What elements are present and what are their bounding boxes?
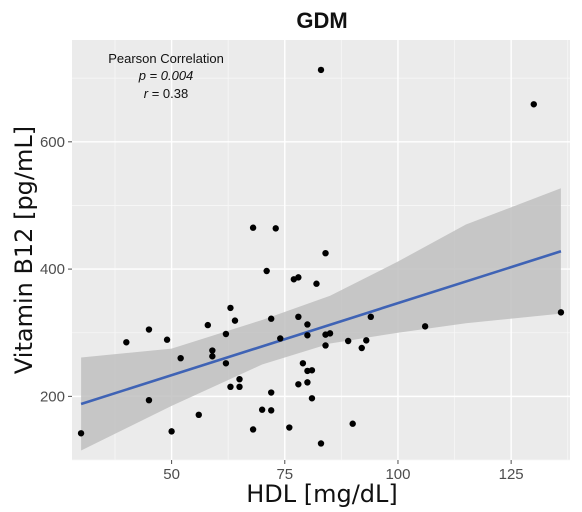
- data-point: [227, 383, 234, 391]
- minor-gridlines: [72, 40, 570, 461]
- annotation-p-value: p = 0.004: [138, 68, 194, 83]
- data-point: [263, 267, 270, 275]
- annotation-r-symbol: r: [144, 86, 149, 101]
- data-point: [317, 66, 325, 74]
- data-point: [363, 337, 370, 344]
- data-points: [77, 66, 565, 447]
- data-point: [168, 428, 175, 435]
- data-point: [77, 430, 85, 437]
- y-axis-ticks: 200 400 600: [40, 134, 72, 405]
- data-point: [177, 354, 184, 362]
- data-point: [123, 339, 130, 346]
- regression-line: [80, 250, 562, 406]
- data-point: [249, 224, 257, 231]
- data-point: [344, 337, 352, 345]
- x-tick-label: 50: [163, 466, 180, 483]
- data-point: [145, 326, 153, 333]
- chart-title: GDM: [296, 8, 347, 33]
- data-point: [204, 321, 212, 329]
- data-point: [304, 332, 311, 339]
- data-point: [530, 101, 537, 108]
- data-point: [272, 225, 279, 232]
- data-point: [358, 344, 365, 352]
- annotation-heading: Pearson Correlation: [108, 51, 224, 66]
- data-point: [308, 395, 316, 402]
- data-point: [227, 304, 234, 312]
- data-point: [277, 335, 284, 342]
- data-point: [421, 323, 429, 330]
- annotation-r-number: = 0.38: [148, 86, 188, 101]
- data-point: [304, 321, 311, 328]
- data-point: [322, 342, 329, 349]
- data-point: [145, 396, 153, 404]
- data-point: [249, 426, 257, 433]
- data-point: [268, 407, 275, 414]
- y-tick-label: 600: [40, 134, 65, 151]
- data-point: [209, 353, 216, 360]
- data-point: [295, 274, 302, 281]
- x-axis-title: HDL [mg/dL]: [246, 480, 398, 508]
- data-point: [349, 420, 356, 427]
- data-point: [195, 411, 202, 419]
- y-tick-label: 400: [40, 261, 65, 278]
- data-point: [367, 313, 374, 321]
- data-point: [236, 375, 243, 383]
- data-point: [308, 367, 316, 374]
- data-point: [209, 347, 216, 354]
- annotation-r-value: r = 0.38: [144, 86, 188, 101]
- data-point: [295, 313, 302, 321]
- data-point: [322, 249, 329, 257]
- data-point: [231, 317, 239, 324]
- data-point: [295, 381, 302, 388]
- x-tick-label: 75: [276, 466, 293, 483]
- data-point: [258, 406, 266, 413]
- data-point: [222, 360, 230, 367]
- confidence-band: [81, 188, 561, 451]
- data-point: [557, 309, 565, 316]
- data-point: [286, 424, 293, 431]
- data-point: [163, 336, 171, 343]
- data-point: [326, 330, 334, 337]
- data-point: [268, 389, 275, 396]
- x-tick-label: 125: [499, 466, 524, 483]
- x-tick-label: 100: [385, 466, 410, 483]
- data-point: [299, 360, 307, 367]
- data-point: [236, 383, 243, 391]
- data-point: [268, 315, 275, 322]
- y-tick-label: 200: [40, 388, 65, 405]
- data-point: [313, 280, 320, 287]
- data-point: [317, 440, 325, 447]
- data-point: [304, 379, 311, 386]
- data-point: [222, 330, 230, 338]
- x-axis-ticks: 50 75 100 125: [163, 460, 524, 483]
- y-axis-title: Vitamin B12 [pg/mL]: [10, 126, 38, 374]
